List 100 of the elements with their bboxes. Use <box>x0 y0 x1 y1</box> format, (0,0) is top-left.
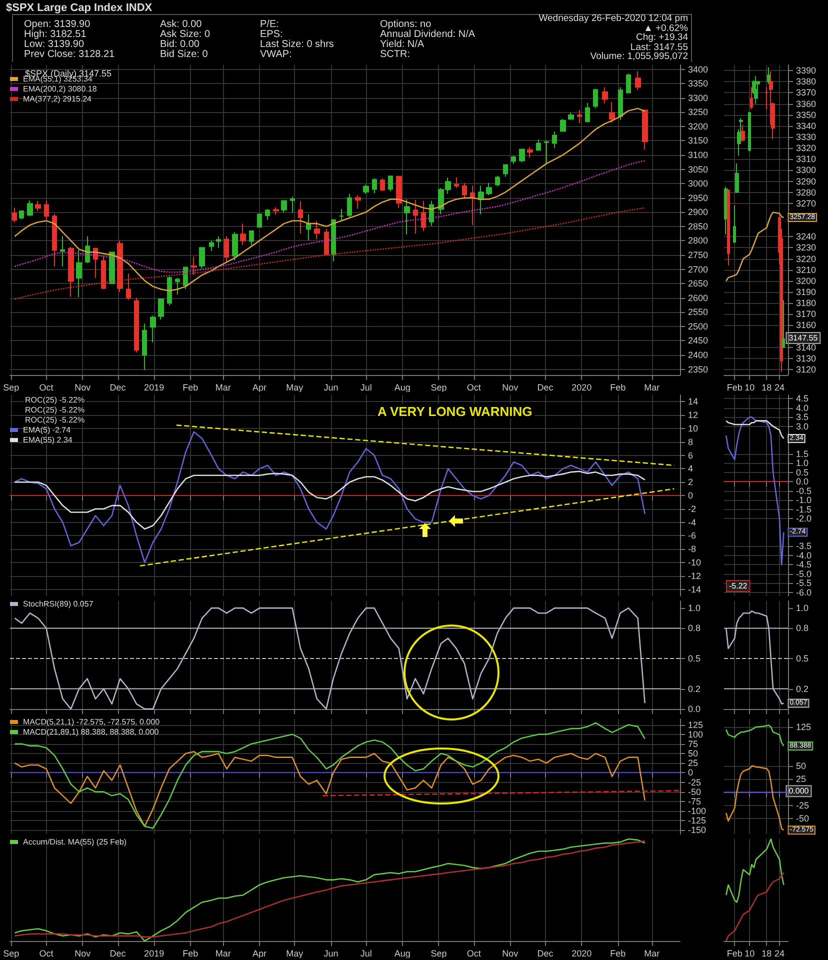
candlestick <box>372 178 377 194</box>
x-tick-label: 2019 <box>144 948 164 958</box>
candlestick <box>117 240 123 292</box>
annotation: -5.22 <box>729 582 748 590</box>
x-tick-label: Feb <box>726 382 742 392</box>
candlestick <box>765 86 768 110</box>
candlestick <box>635 70 641 90</box>
y-tick-label: 3300 <box>796 165 816 176</box>
y-tick-label: -75 <box>688 796 702 806</box>
y-tick-label: 0.0 <box>796 476 809 487</box>
candlestick <box>249 230 254 246</box>
y-tick-label: 8 <box>688 436 694 447</box>
y-tick-label: -3.5 <box>796 541 812 552</box>
annotation: ROC(25) -5.22% <box>25 406 85 414</box>
y-tick-label: 0.5 <box>688 654 701 664</box>
x-tick-label: 24 <box>774 948 784 958</box>
candlestick <box>519 148 525 163</box>
candlestick <box>741 124 745 142</box>
y-tick-label: 14 <box>688 396 698 407</box>
y-tick-label: 25 <box>796 774 806 784</box>
candlestick <box>281 200 287 213</box>
candlestick <box>339 208 344 222</box>
text: Options: no <box>380 19 432 30</box>
candlestick <box>462 182 467 200</box>
x-tick-label: Mar <box>215 948 231 958</box>
annotation: A VERY LONG WARNING <box>377 404 532 419</box>
y-tick-label: 2500 <box>688 321 708 332</box>
y-tick-label: 2750 <box>688 250 708 260</box>
candlestick <box>527 146 533 158</box>
candlestick <box>577 109 582 124</box>
candlestick <box>142 323 147 371</box>
x-tick-label: Mar <box>644 382 660 392</box>
y-tick-label: 3390 <box>796 66 816 76</box>
y-tick-label: -25 <box>688 777 702 788</box>
text: Volume: 1,055,995,072 <box>589 51 688 62</box>
y-tick-label: -50 <box>688 786 702 797</box>
candlestick <box>602 86 608 104</box>
y-tick-label: 2600 <box>688 292 708 303</box>
y-tick-label: -25 <box>796 800 810 810</box>
candlestick <box>273 206 279 216</box>
y-tick-label: 3140 <box>796 342 816 352</box>
y-tick-label: -6.0 <box>796 587 812 598</box>
y-tick-label: 0.2 <box>796 684 809 694</box>
legend-label: MACD(21,89,1) 88.388, 88.388, 0.000 <box>23 728 160 736</box>
x-tick-label: Oct <box>466 382 482 392</box>
y-tick-label: 100 <box>688 729 704 740</box>
line-series <box>14 108 646 292</box>
y-tick-label: 2950 <box>688 192 708 203</box>
y-tick-label: 0.8 <box>688 623 701 634</box>
y-tick-label: 3000 <box>688 178 708 189</box>
x-tick-label: Nov <box>74 382 92 392</box>
x-tick-label: 18 <box>762 382 772 392</box>
text: Last Size: 0 shrs <box>260 39 334 50</box>
y-tick-label: -150 <box>688 825 706 836</box>
x-tick-label: Feb <box>726 948 742 958</box>
x-tick-label: Feb <box>610 382 626 392</box>
x-tick-label: Apr <box>252 382 266 392</box>
chart-title: $SPX Large Cap Index INDX <box>6 2 152 14</box>
candlestick <box>257 214 262 228</box>
candlestick <box>35 200 41 212</box>
y-tick-label: -1.0 <box>796 495 812 506</box>
text: SCTR: <box>380 49 411 60</box>
candlestick <box>224 236 229 264</box>
y-tick-label: 2900 <box>688 207 708 218</box>
y-tick-label: 2400 <box>688 350 708 360</box>
candlestick <box>298 200 303 234</box>
y-tick-label: 0 <box>688 490 694 500</box>
y-tick-label: 3220 <box>796 254 816 264</box>
y-tick-label: 3370 <box>796 88 816 98</box>
x-tick-label: Sep <box>3 948 20 958</box>
x-tick-label: Apr <box>252 948 266 958</box>
y-tick-label: 3170 <box>796 309 816 320</box>
candlestick <box>150 315 156 343</box>
y-tick-label: -2.0 <box>796 514 812 524</box>
line-series <box>725 724 784 747</box>
candlestick <box>560 118 566 132</box>
candlestick <box>363 184 369 194</box>
candlestick <box>568 112 574 120</box>
y-tick-label: 3290 <box>796 176 816 186</box>
text: Bid: 0.00 <box>160 39 200 50</box>
y-tick-label: 1.0 <box>796 458 809 468</box>
y-tick-label: 3340 <box>796 120 816 131</box>
x-tick-label: Sep <box>3 382 20 392</box>
candlestick <box>735 163 739 193</box>
candlestick <box>331 218 336 262</box>
x-tick-label: 18 <box>762 948 772 958</box>
y-tick-label: -4 <box>688 517 696 528</box>
x-tick-label: 2019 <box>144 382 164 392</box>
y-tick-label: 2850 <box>688 221 708 232</box>
text: Ask: 0.00 <box>160 19 203 30</box>
y-tick-label: 0.5 <box>796 654 809 664</box>
y-tick-label: 2800 <box>688 236 708 246</box>
candlestick <box>101 255 106 290</box>
y-tick-label: -8 <box>688 544 696 554</box>
candlestick <box>454 176 459 188</box>
candlestick <box>216 236 221 248</box>
y-tick-label: -125 <box>688 816 706 826</box>
candlestick <box>642 109 648 150</box>
y-tick-label: 3300 <box>688 92 708 103</box>
x-tick-label: May <box>286 948 304 958</box>
